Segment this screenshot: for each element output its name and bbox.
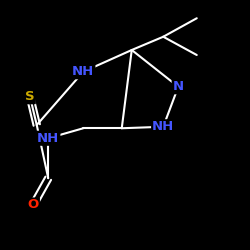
Text: NH: NH (72, 65, 94, 78)
Text: NH: NH (152, 120, 174, 133)
Text: O: O (28, 198, 39, 211)
Text: NH: NH (37, 132, 60, 145)
Text: S: S (25, 90, 35, 103)
Text: N: N (173, 80, 184, 93)
